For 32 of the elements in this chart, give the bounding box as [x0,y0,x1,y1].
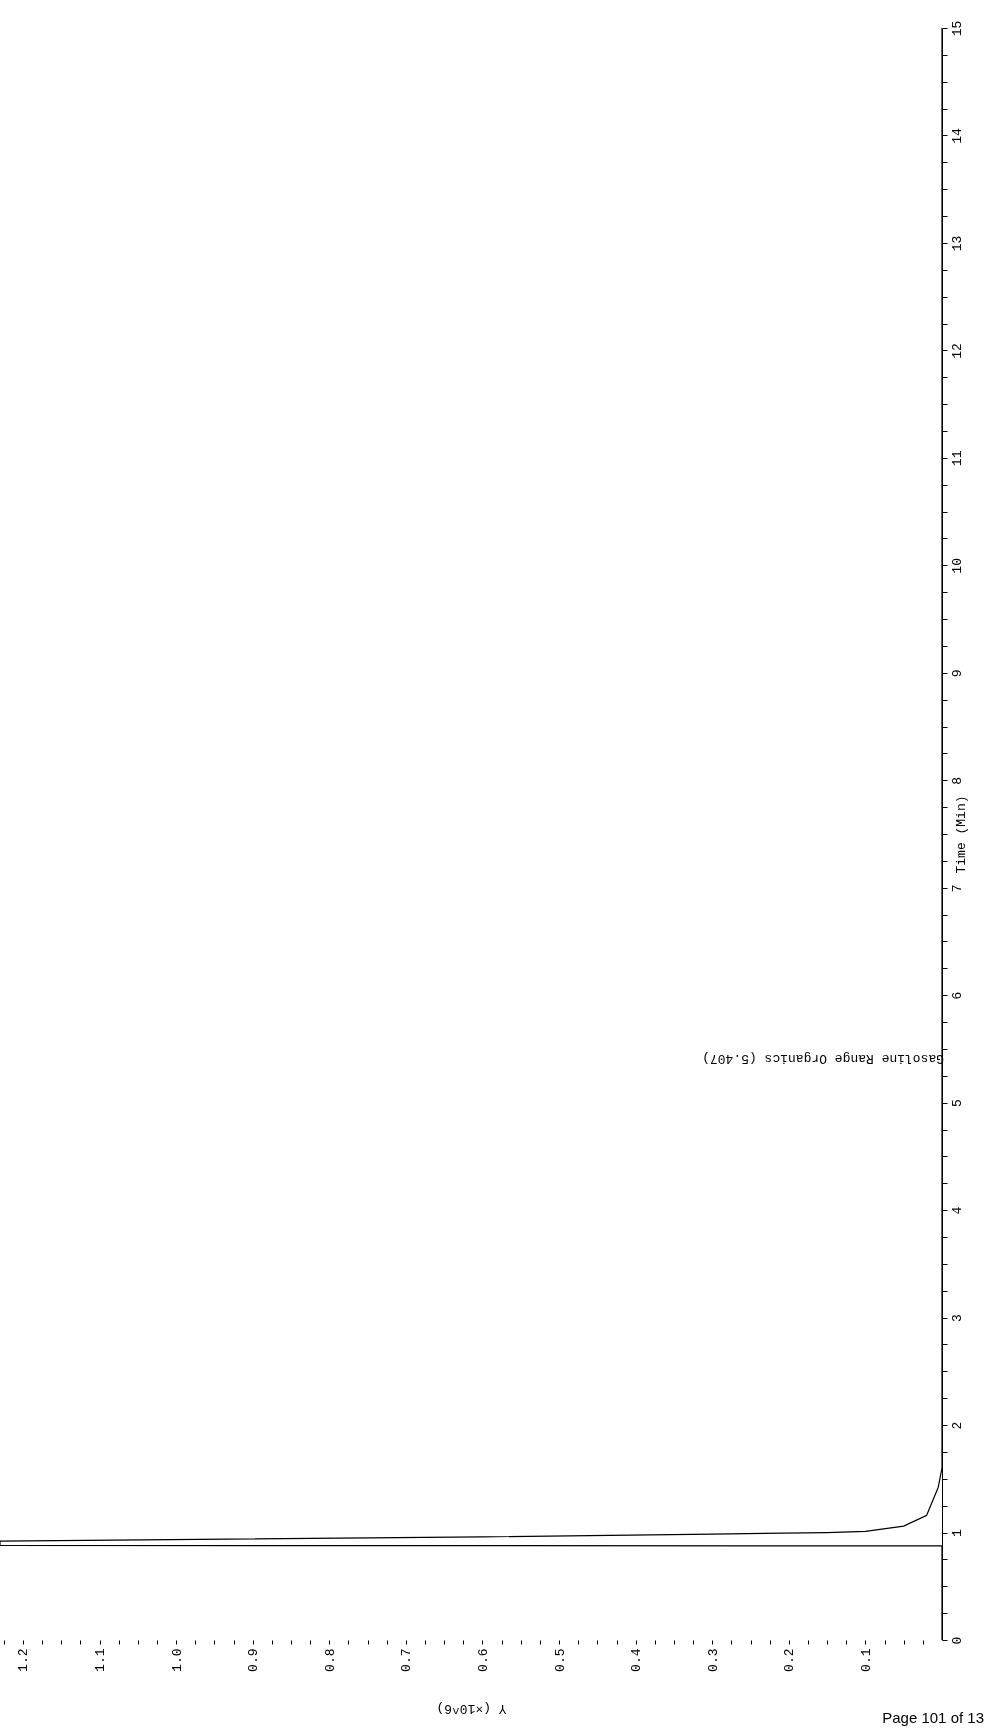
y-tick-label: 2 [949,1421,965,1430]
y-tick-label: 8 [949,776,965,785]
x-tick-label: 0.3 [705,1648,721,1672]
y-tick-label: 15 [949,20,965,37]
x-tick-label: 1.1 [93,1648,109,1672]
y-tick-label: 0 [949,1636,965,1645]
x-tick-label: 1.2 [16,1648,32,1672]
y-tick-label: 4 [949,1206,965,1215]
x-tick-label: 0.9 [246,1648,262,1672]
y-axis-title: Time (Min) [953,795,969,874]
y-tick-label: 12 [949,343,965,359]
y-tick-label: 6 [949,991,965,1000]
y-tick-label: 9 [949,669,965,678]
y-tick-label: 1 [949,1528,965,1537]
y-tick-label: 13 [949,235,965,252]
annotation: Gasoline Range Organics (5.407) [702,1050,944,1066]
x-tick-label: 0.4 [629,1648,645,1672]
y-tick-label: 10 [949,558,965,574]
y-tick-label: 3 [949,1314,965,1323]
y-tick-label: 14 [949,127,965,144]
x-tick-label: 0.8 [322,1648,338,1672]
y-tick-label: 5 [949,1099,965,1108]
x-tick-label: 1.0 [169,1648,185,1672]
x-tick-label: 0.5 [552,1648,568,1672]
y-tick-label: 11 [949,450,965,467]
x-axis-title: Y (×10^6) [436,1700,507,1716]
y-tick-label: 7 [949,884,965,893]
text: Page 101 of 13 [882,1709,984,1726]
x-tick-label: 0.1 [858,1648,874,1672]
x-tick-label: 0.2 [782,1648,798,1672]
x-tick-label: 0.6 [475,1648,491,1672]
x-tick-label: 0.7 [399,1648,415,1672]
